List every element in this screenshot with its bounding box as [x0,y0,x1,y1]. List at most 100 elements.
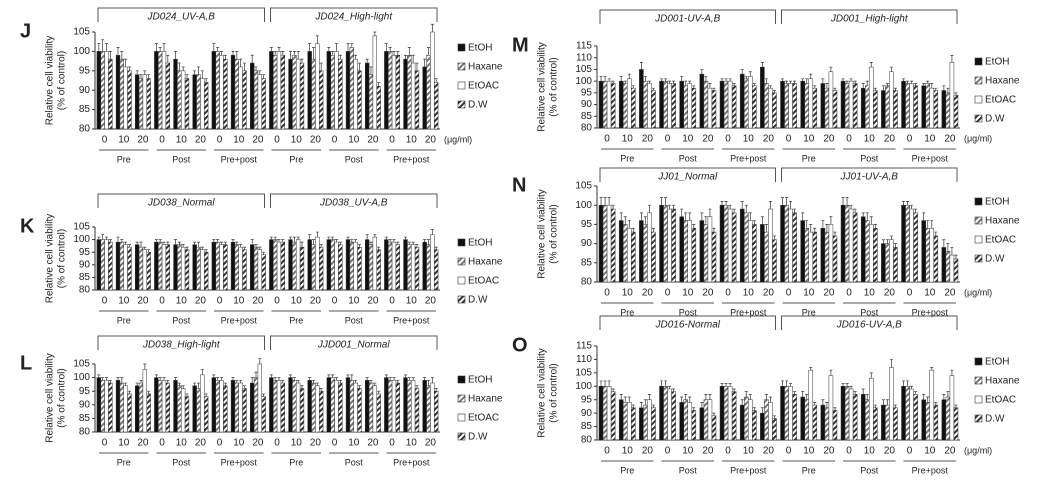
bar [848,80,854,129]
bar [723,386,729,441]
bar [921,85,926,129]
bar [651,407,656,441]
bar [752,410,757,441]
error-bar [200,246,204,250]
error-bar [243,385,246,389]
error-bar [772,90,776,93]
bar [434,390,439,433]
error-bar [346,43,350,52]
x-tick-label: 20 [367,438,379,449]
bar [315,385,320,433]
bar [929,227,935,283]
bar [158,241,163,291]
group-label: Pre+post [730,153,767,163]
error-bar [647,80,651,84]
bar [353,58,358,130]
bar [893,407,898,441]
bar [334,380,339,433]
bar [288,239,293,291]
bar [844,386,850,441]
legend-swatch [457,413,466,422]
bar [173,380,178,433]
bar [683,220,689,283]
x-tick-label: 0 [665,446,671,457]
error-bar [914,208,918,213]
bar [196,74,201,130]
error-bar [235,379,239,384]
bar [395,382,400,433]
y-tick-label: 105 [73,359,90,370]
bar [357,388,362,433]
x-tick-label: 0 [332,296,338,307]
error-bar [692,224,696,229]
bar [211,241,217,291]
bar [238,382,243,433]
panel-letter: L [20,352,32,374]
error-bar [631,227,635,233]
error-bar [231,51,235,56]
bar [345,51,351,130]
legend-swatch [457,43,466,52]
group-label: Post [345,315,364,325]
x-tick-label: 0 [604,446,610,457]
error-bar [728,204,732,210]
bar [223,385,228,433]
bar [743,78,749,129]
bar [250,244,255,291]
panel-letter: K [20,215,35,237]
bar [200,78,205,130]
bar [784,83,789,129]
bar [299,62,305,130]
error-bar [785,197,789,206]
error-bar [793,391,797,395]
bar [743,212,749,283]
error-bar [910,204,914,210]
error-bar [781,197,785,206]
error-bar [212,239,216,243]
bar [273,380,278,433]
bar [407,244,412,291]
y-tick-label: 80 [79,427,91,438]
error-bar [728,78,732,82]
error-bar [885,83,889,86]
error-bar [603,380,607,387]
bar [138,246,144,291]
error-bar [120,377,124,384]
bar [273,55,278,130]
bar [338,58,343,130]
bar [711,231,717,283]
bar [687,402,693,441]
x-tick-label: 10 [682,446,694,457]
bar [739,73,745,129]
bar [921,399,926,441]
x-tick-label: 10 [743,446,755,457]
bar [330,377,335,433]
x-tick-label: 20 [195,438,207,449]
bar [832,235,838,283]
bar [598,204,604,283]
bar [177,70,182,130]
bar [215,380,220,433]
error-bar [672,80,676,84]
error-bar [801,391,805,398]
bar [622,83,628,129]
legend-swatch [974,95,983,104]
bar [230,241,236,291]
x-tick-label: 10 [803,134,815,145]
x-tick-label: 10 [291,135,303,146]
error-bar [930,83,934,89]
x-tick-label: 10 [406,135,418,146]
group-label: Pre [117,457,131,467]
error-bar [430,23,434,32]
error-bar [223,54,227,60]
group-label: Pre [289,154,303,164]
bar [96,377,101,433]
panel-letter: J [20,20,31,42]
bar [173,244,178,291]
bar [154,51,159,130]
condition-label: JD038_UV-A,B [319,198,388,209]
error-bar [404,374,407,378]
bar [242,388,247,433]
error-bar [262,74,266,79]
